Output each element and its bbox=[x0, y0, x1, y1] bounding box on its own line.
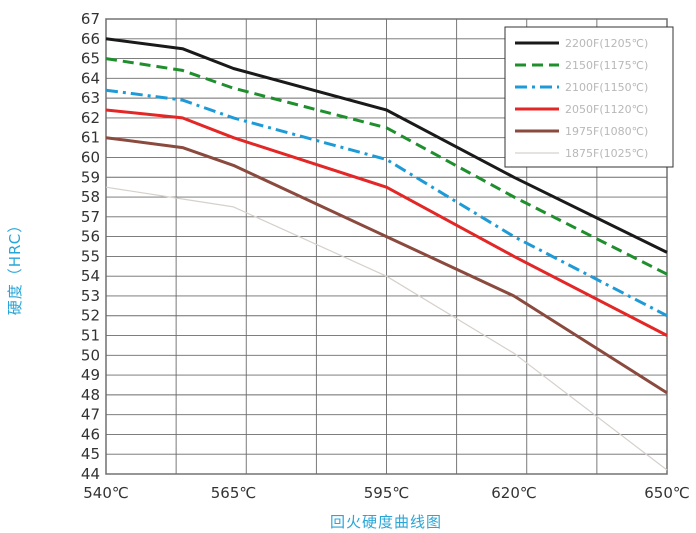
y-tick-label: 51 bbox=[81, 327, 100, 345]
y-tick-label: 61 bbox=[81, 129, 100, 147]
x-axis-ticks: 540℃ 565℃ 595℃ 620℃ 650℃ bbox=[83, 484, 689, 502]
y-tick-label: 60 bbox=[81, 148, 100, 166]
legend-box bbox=[504, 26, 674, 168]
y-axis-title: 硬度（HRC） bbox=[6, 217, 24, 315]
y-axis-ticks: 4445464748495051525354555657585960616263… bbox=[81, 10, 100, 483]
x-tick-label: 595℃ bbox=[364, 484, 409, 502]
series-line-5 bbox=[105, 136, 668, 395]
legend-label-2: 2150F(1175℃) bbox=[565, 59, 648, 72]
y-tick-label: 45 bbox=[81, 445, 100, 463]
y-tick-label: 58 bbox=[81, 188, 100, 206]
y-tick-label: 63 bbox=[81, 89, 100, 107]
y-tick-label: 47 bbox=[81, 406, 100, 424]
y-tick-label: 56 bbox=[81, 228, 100, 246]
y-tick-label: 49 bbox=[81, 366, 100, 384]
y-tick-label: 59 bbox=[81, 168, 100, 186]
series-line-6 bbox=[105, 186, 668, 471]
grid bbox=[105, 18, 668, 475]
y-tick-label: 55 bbox=[81, 247, 100, 265]
x-tick-label: 540℃ bbox=[83, 484, 128, 502]
series-lines bbox=[105, 37, 668, 471]
y-tick-label: 67 bbox=[81, 10, 100, 28]
series-line-1 bbox=[105, 37, 668, 254]
y-tick-label: 57 bbox=[81, 208, 100, 226]
y-tick-label: 46 bbox=[81, 425, 100, 443]
legend-label-5: 1975F(1080℃) bbox=[565, 125, 648, 138]
legend-label-6: 1875F(1025℃) bbox=[565, 147, 648, 160]
x-tick-label: 565℃ bbox=[211, 484, 256, 502]
y-tick-label: 50 bbox=[81, 346, 100, 364]
series-line-4 bbox=[105, 108, 668, 337]
y-tick-label: 65 bbox=[81, 50, 100, 68]
y-tick-label: 44 bbox=[81, 465, 100, 483]
legend-label-1: 2200F(1205℃) bbox=[565, 37, 648, 50]
x-tick-label: 650℃ bbox=[644, 484, 689, 502]
legend: 2200F(1205℃) 2150F(1175℃) 2100F(1150℃) 2050… bbox=[504, 26, 674, 168]
series-line-3 bbox=[105, 88, 668, 318]
y-tick-label: 52 bbox=[81, 307, 100, 325]
y-tick-label: 66 bbox=[81, 30, 100, 48]
y-tick-label: 48 bbox=[81, 386, 100, 404]
legend-label-3: 2100F(1150℃) bbox=[565, 81, 648, 94]
x-axis-title: 回火硬度曲线图 bbox=[330, 513, 442, 531]
x-tick-label: 620℃ bbox=[491, 484, 536, 502]
y-tick-label: 53 bbox=[81, 287, 100, 305]
legend-label-4: 2050F(1120℃) bbox=[565, 103, 648, 116]
y-tick-label: 54 bbox=[81, 267, 100, 285]
series-line-2 bbox=[105, 57, 668, 276]
y-tick-label: 64 bbox=[81, 69, 100, 87]
y-tick-label: 62 bbox=[81, 109, 100, 127]
